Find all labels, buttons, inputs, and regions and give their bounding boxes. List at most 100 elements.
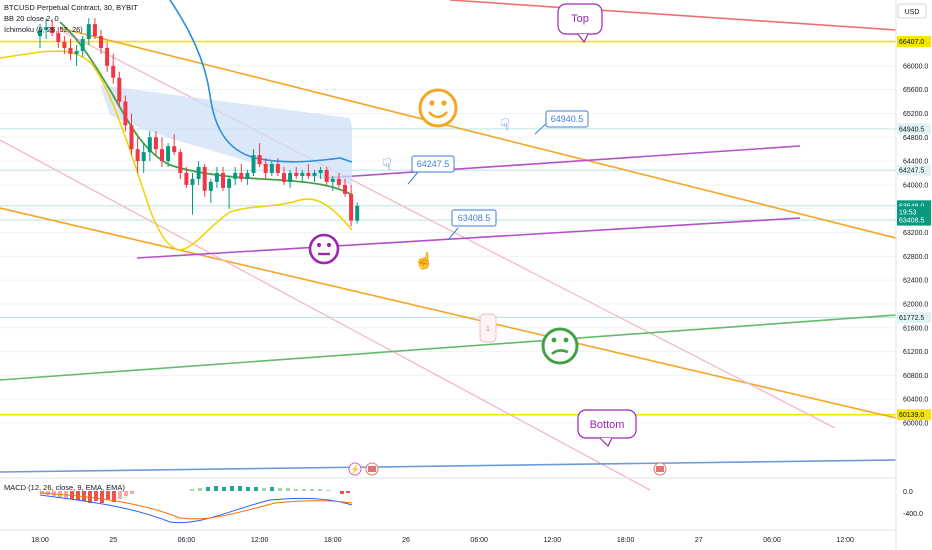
candle-body xyxy=(135,149,140,162)
price-tag xyxy=(897,311,931,323)
ichimoku-cloud xyxy=(100,85,352,185)
pink-line-2 xyxy=(0,139,651,491)
svg-text:1: 1 xyxy=(486,326,490,333)
bb-lower-line xyxy=(0,50,353,251)
svg-text:64940.5: 64940.5 xyxy=(551,114,584,124)
price-tick-label: 61200.0 xyxy=(903,349,928,356)
candle-body xyxy=(147,137,152,153)
candle-body xyxy=(153,137,158,150)
smiley-happy-icon xyxy=(418,88,458,128)
bottom-bubble: Bottom xyxy=(577,409,637,448)
price-tick-label: 66000.0 xyxy=(903,63,928,70)
candle-body xyxy=(111,65,116,78)
candle-body xyxy=(214,172,219,182)
candle-body xyxy=(336,178,341,185)
time-tick-labels: 18:00 25 06:00 12:00 18:00 26 06:00 12:00 18:00 2… xyxy=(31,537,854,544)
macd-tick-label: -400.0 xyxy=(903,511,923,518)
price-tag xyxy=(897,409,931,421)
candle-body xyxy=(324,169,329,182)
blue-line xyxy=(0,459,897,473)
price-tag-label: 19:53 xyxy=(899,209,917,216)
time-tick-label: 12:00 xyxy=(251,537,269,544)
svg-text:⚡: ⚡ xyxy=(350,464,360,474)
price-tag-label: 66407.0 xyxy=(899,39,924,46)
purple-line-upper xyxy=(324,145,801,179)
candle-body xyxy=(300,172,305,176)
time-axis[interactable]: 18:00 25 06:00 12:00 18:00 26 06:00 12:00 18:00 2… xyxy=(0,529,896,544)
candle-body xyxy=(62,42,67,48)
candle-body xyxy=(44,27,49,31)
candle-body xyxy=(275,164,280,173)
candle-body xyxy=(312,172,317,176)
candle-body xyxy=(172,146,177,153)
bb-upper-line xyxy=(169,0,353,163)
candles xyxy=(38,18,360,227)
price-tag-label: 64247.5 xyxy=(899,168,924,175)
candle-body xyxy=(330,178,335,182)
chart-legend: BTCUSD Perpetual Contract, 30, BYBIT BB … xyxy=(4,3,138,492)
price-tick-label: 62000.0 xyxy=(903,301,928,308)
pointer-hand-icon: ☝ xyxy=(414,251,434,270)
price-tick-label: 65600.0 xyxy=(903,87,928,94)
candle-body xyxy=(99,36,103,48)
price-tick-label: 63200.0 xyxy=(903,230,928,237)
candle-body xyxy=(178,152,183,173)
candle-body xyxy=(239,172,244,179)
time-tick-label: 26 xyxy=(402,537,410,544)
time-tick-label: 25 xyxy=(109,537,117,544)
candle-body xyxy=(227,178,232,188)
candle-body xyxy=(117,77,122,102)
top-bubble: Top xyxy=(557,3,603,44)
svg-text:Bottom: Bottom xyxy=(590,419,625,431)
price-tag-label: 64940.5 xyxy=(899,126,924,133)
price-tags: 66407.064940.564247.563648.019:5363408.5… xyxy=(897,36,931,421)
candle-body xyxy=(129,125,134,150)
price-axis[interactable]: USD 66000.0 65600.0 65200.0 64800.0 64400.0 6… xyxy=(895,0,932,550)
candle-body xyxy=(221,172,225,188)
candle-body xyxy=(318,169,323,173)
price-tick-label: 64800.0 xyxy=(903,135,928,142)
candle-body xyxy=(196,167,201,179)
green-trendline xyxy=(0,314,897,381)
candle-body xyxy=(355,205,360,221)
time-tick-label: 06:00 xyxy=(178,537,196,544)
candle-body xyxy=(349,193,354,221)
pink-line-1 xyxy=(59,29,836,429)
candle-body xyxy=(38,30,42,37)
candle-body xyxy=(269,164,274,173)
candle-body xyxy=(105,47,110,66)
orange-channel-top xyxy=(59,27,897,239)
candle-body xyxy=(343,184,347,194)
price-tag-label: 61772.5 xyxy=(899,315,924,322)
price-tick-label: 64000.0 xyxy=(903,182,928,189)
time-tick-label: 12:00 xyxy=(836,537,854,544)
purple-line-lower xyxy=(136,217,801,259)
candle-body xyxy=(92,24,97,37)
candle-body xyxy=(50,27,55,34)
price-tick-label: 60800.0 xyxy=(903,373,928,380)
candle-body xyxy=(160,149,164,162)
price-tick-label: 62400.0 xyxy=(903,278,928,285)
price-tag xyxy=(897,200,931,212)
price-tag xyxy=(897,123,931,135)
time-tick-label: 27 xyxy=(695,537,703,544)
price-tick-label: 62800.0 xyxy=(903,254,928,261)
svg-text:USD: USD xyxy=(905,9,920,16)
pointer-hand-icon: ☟ xyxy=(382,157,392,174)
candle-body xyxy=(68,47,73,54)
price-tick-label: 64400.0 xyxy=(903,159,928,166)
candle-body xyxy=(190,178,195,185)
macd-tick-label: 0.0 xyxy=(903,489,913,496)
time-tick-label: 12:00 xyxy=(544,537,562,544)
time-tick-label: 18:00 xyxy=(31,537,49,544)
candle-body xyxy=(141,152,146,162)
price-tick-label: 61600.0 xyxy=(903,325,928,332)
svg-text:Ichimoku (9, 26, 52, 26): Ichimoku (9, 26, 52, 26) xyxy=(4,25,83,34)
flash-icon xyxy=(348,462,362,476)
smiley-confused-icon xyxy=(541,327,579,365)
pointer-hand-icon: ☟ xyxy=(500,117,510,134)
svg-text:MACD (12, 26, close, 9, EMA, E: MACD (12, 26, close, 9, EMA, EMA) xyxy=(4,483,125,492)
price-tag-label: 63408.5 xyxy=(899,218,924,225)
event-markers: ⚡ xyxy=(348,462,667,476)
